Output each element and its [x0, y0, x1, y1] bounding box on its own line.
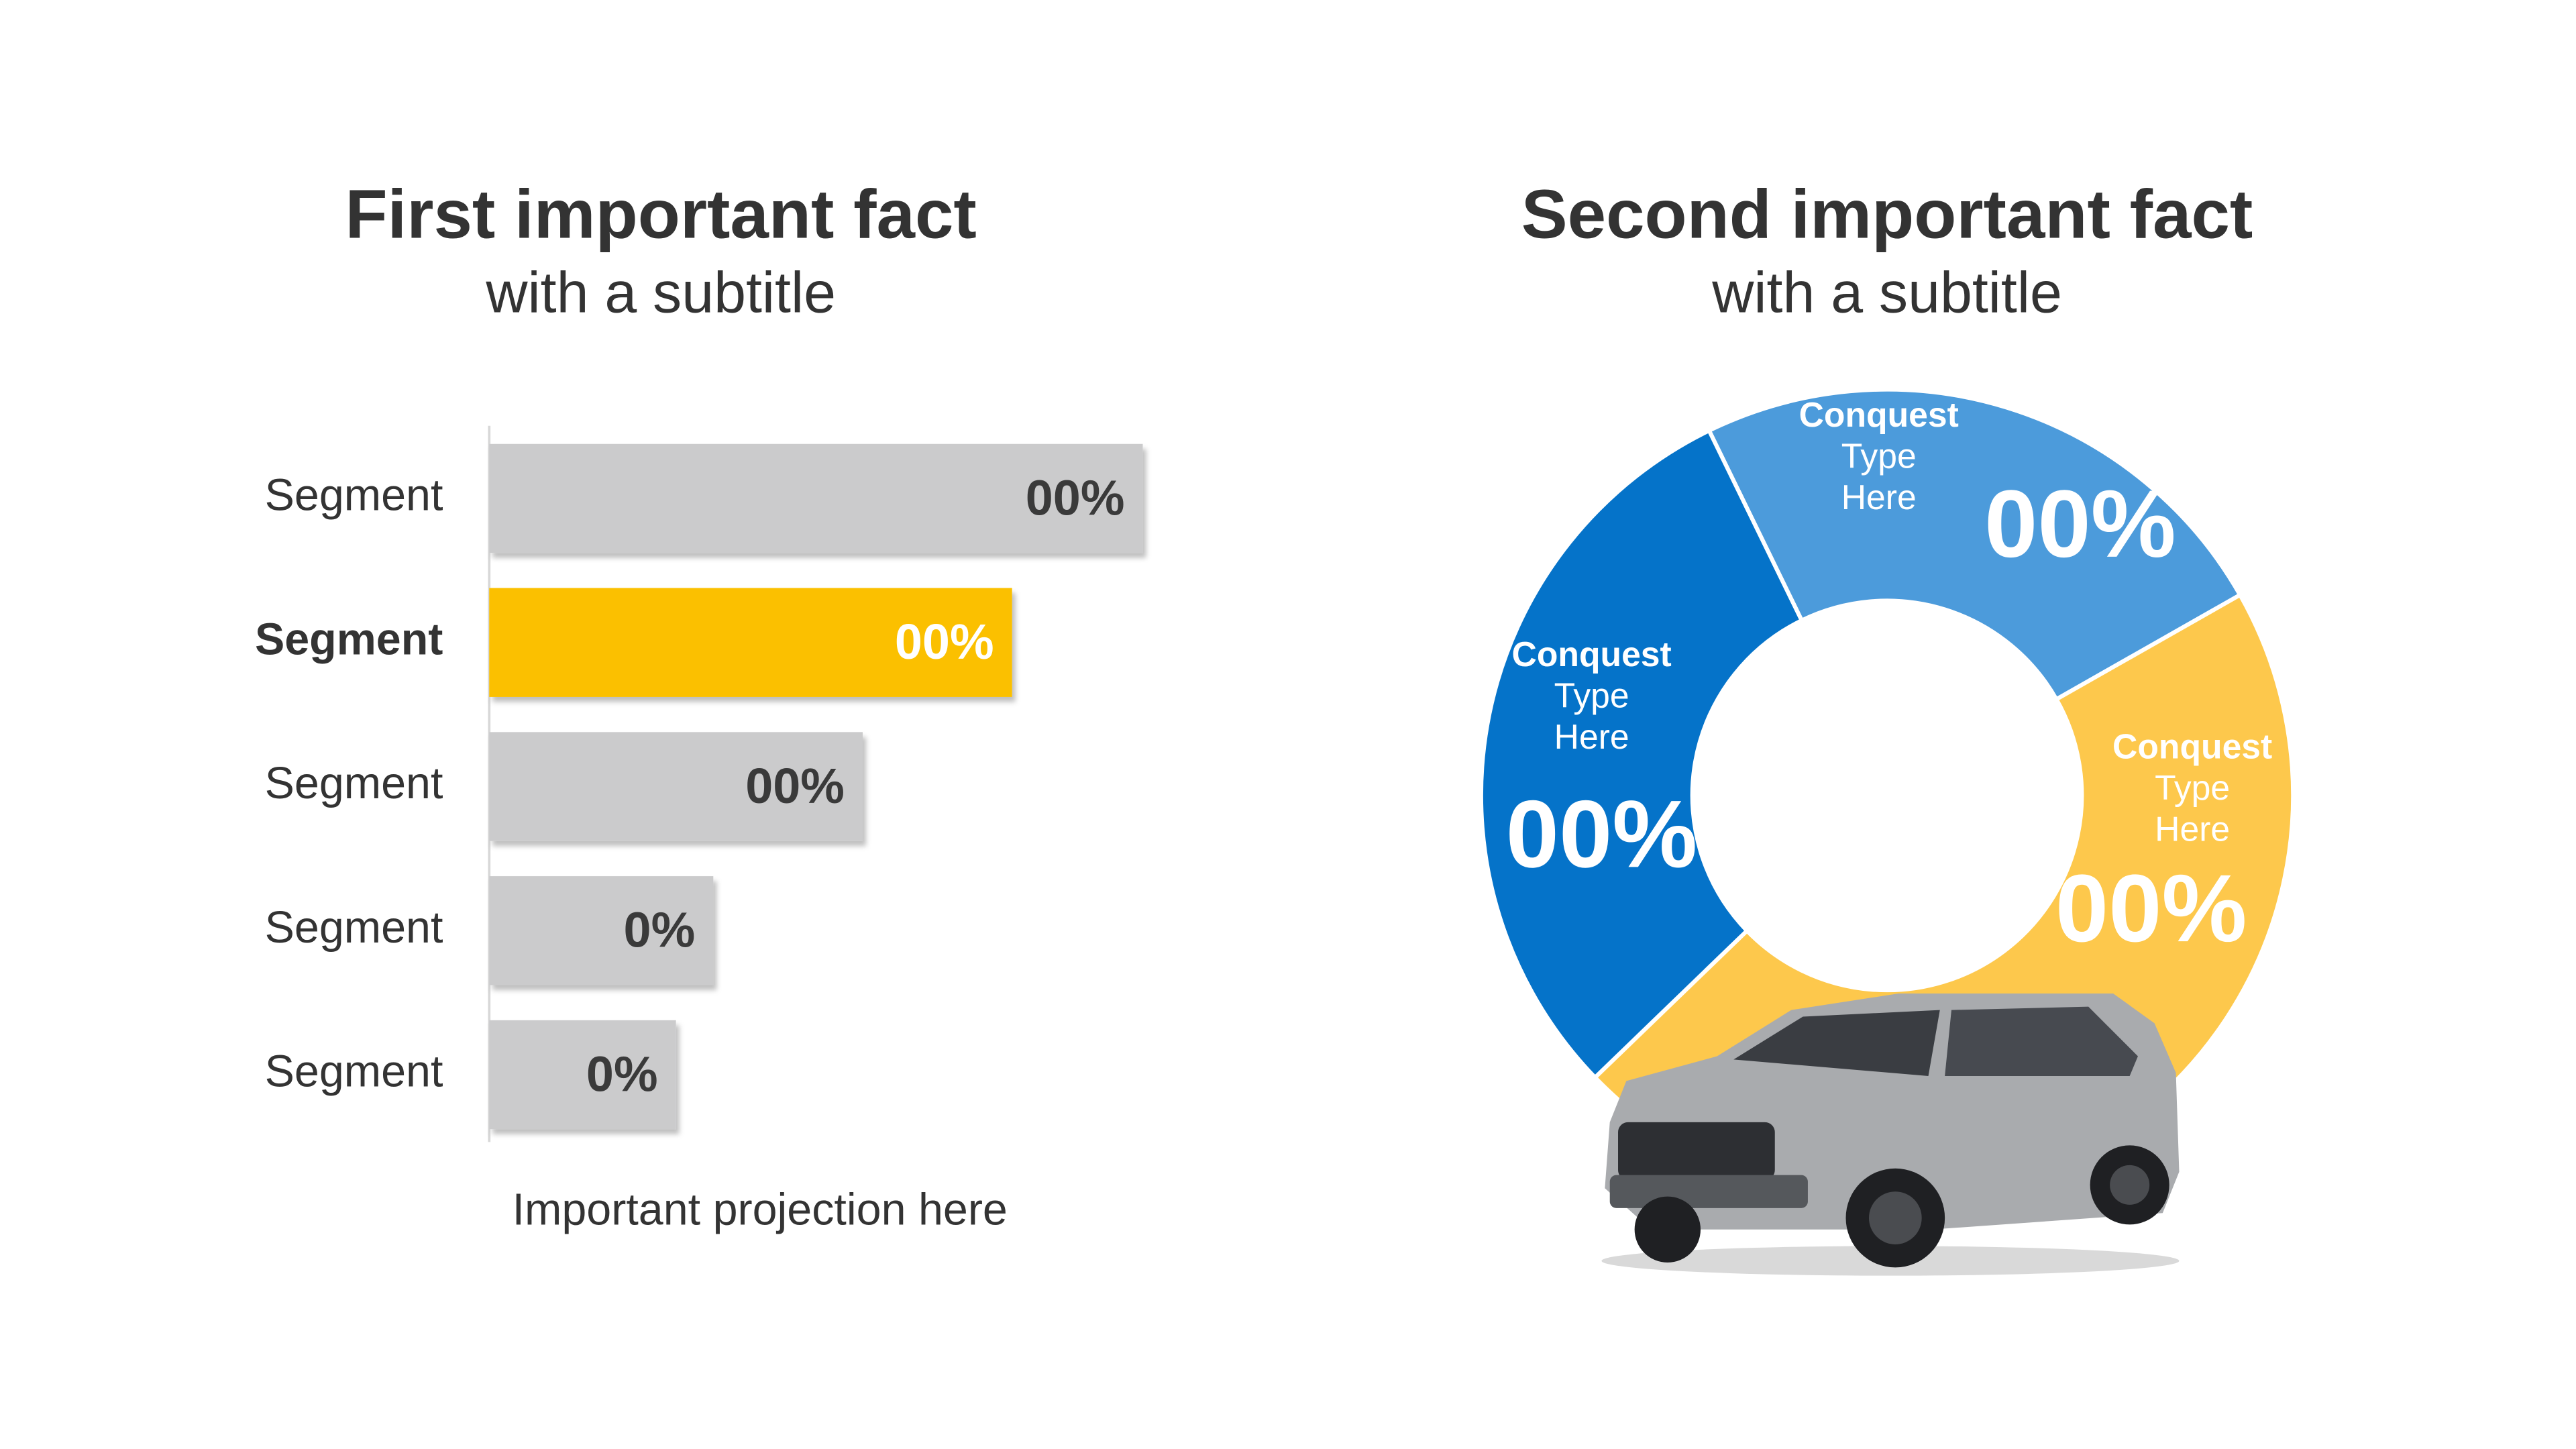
donut-slice: [1706, 387, 2243, 702]
slice-value: 00%: [1506, 781, 1698, 888]
value-label: 0%: [624, 902, 696, 958]
value-label: 00%: [1026, 470, 1125, 525]
category-label: Segment: [255, 614, 443, 664]
value-label: 00%: [745, 758, 845, 814]
slice-note: Type: [2155, 768, 2230, 807]
category-label: Segment: [265, 903, 443, 953]
chart-subtitle: with a subtitle: [1711, 261, 2062, 325]
slice-label: Conquest: [2112, 727, 2272, 766]
annotation: Important projection here: [513, 1185, 1008, 1235]
bar: [489, 876, 714, 985]
slice-note: Type: [1554, 676, 1629, 714]
value-label: 00%: [895, 614, 994, 669]
category-label: Segment: [265, 759, 443, 808]
donut-slice: [1479, 427, 1805, 1081]
car-image: [1601, 994, 2180, 1276]
category-label: Segment: [265, 471, 443, 521]
value-label: 0%: [586, 1046, 658, 1102]
slice-note: Here: [1841, 478, 1917, 517]
bar: [489, 732, 863, 841]
bar: [489, 443, 1143, 553]
chart-subtitle: with a subtitle: [485, 261, 836, 325]
slice-label: Conquest: [1512, 635, 1672, 674]
slice-note: Type: [1841, 437, 1917, 476]
chart-title: Second important fact: [1521, 174, 2253, 252]
chart-title: First important fact: [345, 174, 976, 252]
category-label: Segment: [265, 1047, 443, 1097]
slice-note: Here: [2155, 810, 2230, 849]
slice-value: 00%: [1984, 471, 2176, 578]
bar: [489, 588, 1012, 697]
slice-label: Conquest: [1799, 395, 1959, 434]
bar: [489, 1020, 676, 1130]
slice-value: 00%: [2055, 855, 2247, 962]
slice-note: Here: [1554, 717, 1629, 756]
